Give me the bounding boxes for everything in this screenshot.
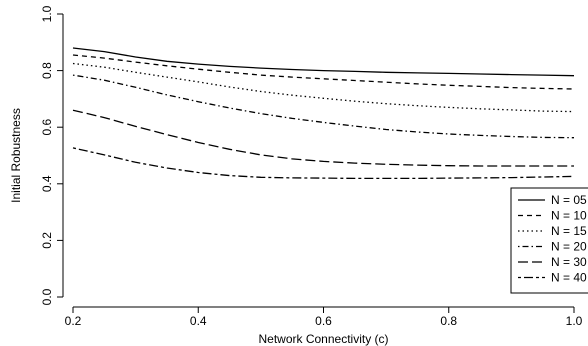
legend-label: N = 30 (551, 255, 587, 269)
y-tick-label: 0.8 (40, 62, 54, 79)
x-tick-label: 0.6 (315, 314, 332, 328)
legend-label: N = 05 (551, 193, 587, 207)
x-tick-label: 0.4 (190, 314, 207, 328)
x-tick-label: 1.0 (566, 314, 583, 328)
y-tick-label: 0.0 (40, 288, 54, 305)
series-line (72, 62, 575, 113)
legend-label: N = 15 (551, 224, 587, 238)
legend: N = 05 N = 10N = 15 N = 20N = 30 N = 40 (510, 187, 588, 294)
y-axis-label: Initial Robustness (9, 108, 23, 203)
x-tick-label: 0.8 (440, 314, 457, 328)
series-line (72, 147, 575, 180)
series-line (72, 47, 575, 77)
y-tick-label: 0.4 (40, 175, 54, 192)
series-line (72, 54, 575, 90)
legend-label: N = 40 (551, 271, 587, 285)
x-tick-label: 0.2 (65, 314, 82, 328)
chart-series-lines (72, 47, 575, 180)
legend-box (510, 187, 588, 294)
chart-axes: 0.2 0.4 0.6 0.8 1.0 0.0 0.2 0.4 0.6 0.8 1.0 (40, 5, 583, 328)
legend-label: N = 20 (551, 240, 587, 254)
series-line (72, 74, 575, 139)
y-tick-label: 1.0 (40, 5, 54, 22)
y-tick-label: 0.2 (40, 232, 54, 249)
x-axis-label: Network Connectivity (c) (258, 332, 388, 346)
y-tick-label: 0.6 (40, 119, 54, 136)
series-line (72, 109, 574, 167)
legend-label: N = 10 (551, 209, 587, 223)
